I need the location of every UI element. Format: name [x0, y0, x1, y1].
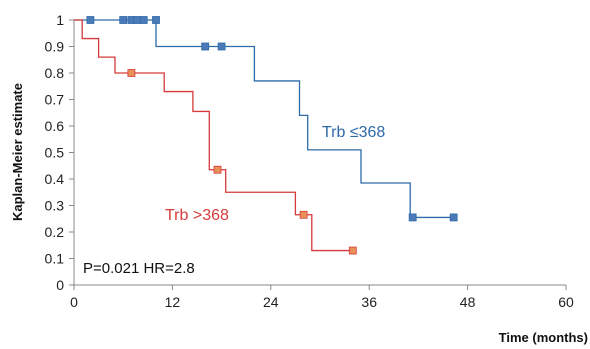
- y-tick-label: 0.4: [45, 171, 65, 187]
- censor-marker: [201, 42, 210, 51]
- y-tick-label: 0.8: [45, 65, 65, 81]
- x-axis-title: Time (months): [499, 330, 588, 345]
- y-tick-label: 0.3: [45, 198, 65, 214]
- censor-marker: [213, 165, 222, 174]
- series-1: [74, 19, 357, 255]
- y-tick-label: 0.5: [45, 145, 65, 161]
- censor-marker: [119, 16, 128, 24]
- censor-marker: [299, 210, 308, 219]
- censor-marker: [348, 246, 357, 255]
- censor-marker: [86, 16, 95, 24]
- y-tick-label: 0.2: [45, 224, 65, 240]
- y-axis-ticks: 0 0.1 0.2 0.3 0.4 0.5 0.6 0.7 0.8 0.9 1: [45, 12, 74, 293]
- x-tick-label: 24: [263, 294, 279, 310]
- survival-curve-line: [74, 19, 353, 252]
- series-label-trb-le-368: Trb ≤368: [322, 124, 385, 141]
- censor-marker: [139, 16, 148, 24]
- series-0: [74, 16, 458, 222]
- x-axis-ticks: 0 12 24 36 48 60: [70, 285, 574, 310]
- y-tick-label: 0.9: [45, 39, 65, 55]
- censor-marker: [408, 213, 417, 222]
- y-tick-label: 1: [56, 12, 64, 28]
- x-tick-label: 0: [70, 294, 78, 310]
- censor-marker: [127, 69, 136, 77]
- x-tick-label: 12: [165, 294, 181, 310]
- y-tick-label: 0.1: [45, 251, 65, 267]
- series-layer: [74, 16, 458, 255]
- censor-marker: [449, 213, 458, 222]
- series-label-trb-gt-368: Trb >368: [165, 207, 229, 224]
- censor-marker: [133, 16, 142, 24]
- p-value-hr-annotation: P=0.021 HR=2.8: [83, 260, 195, 277]
- censor-marker: [217, 42, 226, 51]
- y-tick-label: 0.7: [45, 92, 65, 108]
- x-tick-label: 48: [460, 294, 476, 310]
- y-tick-label: 0: [56, 277, 64, 293]
- censor-marker: [152, 16, 160, 24]
- y-axis-title: Kaplan-Meier estimate: [10, 83, 25, 221]
- survival-curve-line: [74, 19, 456, 219]
- x-tick-label: 60: [558, 294, 574, 310]
- y-tick-label: 0.6: [45, 118, 65, 134]
- x-tick-label: 36: [361, 294, 377, 310]
